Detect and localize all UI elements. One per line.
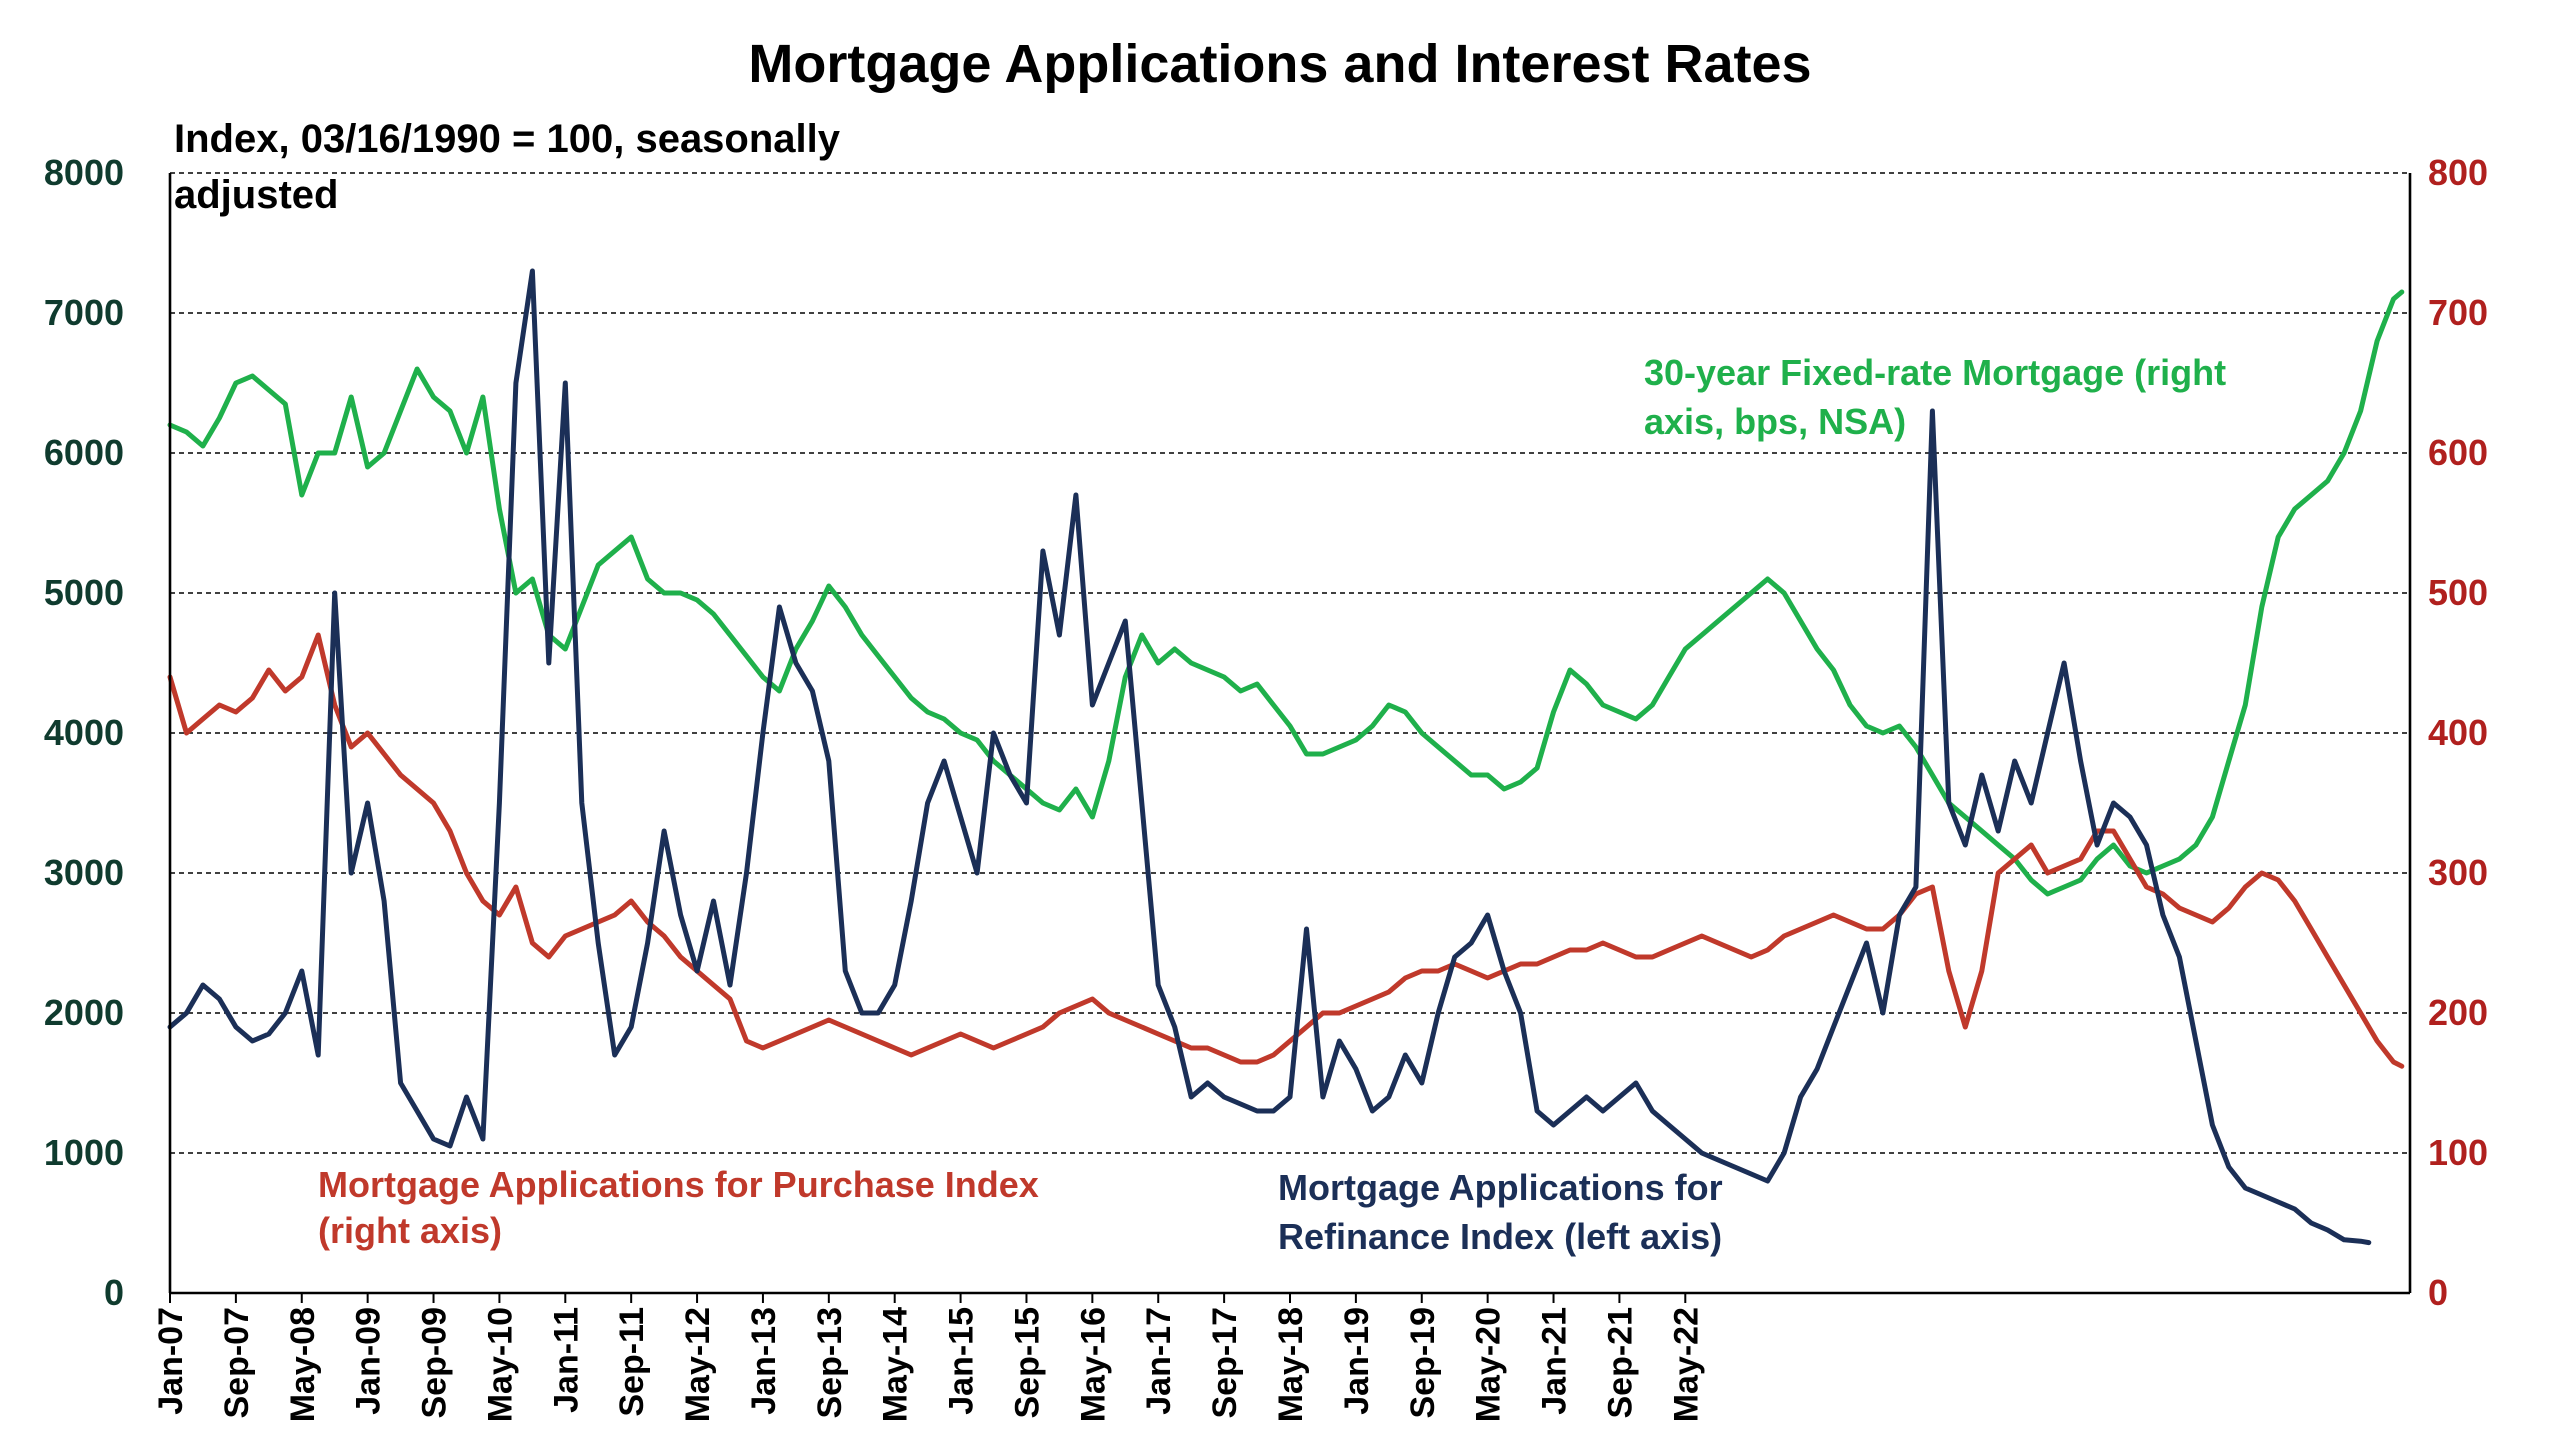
purchase-series-line (167, 632, 2405, 1069)
x-tick-label: Sep-07 (218, 1307, 256, 1419)
chart-subtitle-line-2: adjusted (174, 173, 338, 217)
x-tick-label: Sep-13 (811, 1307, 849, 1419)
left-tick-label: 4000 (44, 712, 124, 753)
x-tick-label: Jan-21 (1536, 1307, 1574, 1415)
x-tick-label: Jan-15 (943, 1307, 981, 1415)
x-tick-label: Sep-17 (1206, 1307, 1244, 1419)
x-tick-label: Jan-17 (1140, 1307, 1178, 1415)
left-tick-label: 7000 (44, 292, 124, 333)
left-axis-ticks: 0 1000 2000 3000 4000 5000 6000 7000 8000 (44, 152, 124, 1313)
x-tick-label: Sep-21 (1601, 1307, 1639, 1419)
x-tick-label: May-08 (284, 1307, 322, 1422)
refi-series-line (167, 268, 2372, 1246)
left-tick-label: 3000 (44, 852, 124, 893)
left-tick-label: 5000 (44, 572, 124, 613)
x-tick-label: May-22 (1667, 1307, 1705, 1422)
x-tick-label: Jan-09 (350, 1307, 388, 1415)
right-tick-label: 600 (2428, 432, 2488, 473)
refi-annotation-line-2: Refinance Index (left axis) (1278, 1216, 1722, 1257)
x-tick-label: May-14 (877, 1307, 915, 1422)
x-tick-label: Jan-07 (152, 1307, 190, 1415)
right-tick-label: 500 (2428, 572, 2488, 613)
right-tick-label: 100 (2428, 1132, 2488, 1173)
right-tick-label: 400 (2428, 712, 2488, 753)
refi-annotation-line-1: Mortgage Applications for (1278, 1167, 1723, 1208)
x-tick-label: May-10 (481, 1307, 519, 1422)
chart-title: Mortgage Applications and Interest Rates (748, 34, 1811, 94)
rate-annotation-line-2: axis, bps, NSA) (1644, 401, 1906, 442)
right-tick-label: 700 (2428, 292, 2488, 333)
x-axis-ticks: Jan-07 Sep-07 May-08 Jan-09 Sep-09 May-10 Jan-… (152, 1293, 1705, 1422)
left-tick-label: 0 (104, 1272, 124, 1313)
x-tick-label: May-18 (1272, 1307, 1310, 1422)
rate-series-line (167, 289, 2405, 897)
x-tick-label: Sep-19 (1404, 1307, 1442, 1419)
purchase-annotation-line-2: (right axis) (318, 1210, 502, 1251)
left-tick-label: 6000 (44, 432, 124, 473)
right-axis-ticks: 0 100 200 300 400 500 600 700 800 (2428, 152, 2488, 1313)
purchase-annotation-line-1: Mortgage Applications for Purchase Index (318, 1164, 1039, 1205)
chart-subtitle-line-1: Index, 03/16/1990 = 100, seasonally (174, 117, 841, 161)
x-tick-label: Sep-15 (1008, 1307, 1046, 1419)
x-tick-label: May-16 (1074, 1307, 1112, 1422)
x-tick-label: Jan-19 (1338, 1307, 1376, 1415)
right-tick-label: 300 (2428, 852, 2488, 893)
x-tick-label: May-12 (679, 1307, 717, 1422)
rate-annotation-line-1: 30-year Fixed-rate Mortgage (right (1644, 352, 2226, 393)
left-tick-label: 2000 (44, 992, 124, 1033)
x-tick-label: Sep-11 (613, 1307, 651, 1417)
x-tick-label: Jan-13 (745, 1307, 783, 1415)
left-tick-label: 1000 (44, 1132, 124, 1173)
left-tick-label: 8000 (44, 152, 124, 193)
series-layer (167, 268, 2405, 1246)
x-tick-label: May-20 (1470, 1307, 1508, 1422)
right-tick-label: 200 (2428, 992, 2488, 1033)
right-tick-label: 800 (2428, 152, 2488, 193)
x-tick-label: Jan-11 (547, 1307, 585, 1413)
x-tick-label: Sep-09 (416, 1307, 454, 1419)
right-tick-label: 0 (2428, 1272, 2448, 1313)
gridlines (170, 172, 2410, 1154)
